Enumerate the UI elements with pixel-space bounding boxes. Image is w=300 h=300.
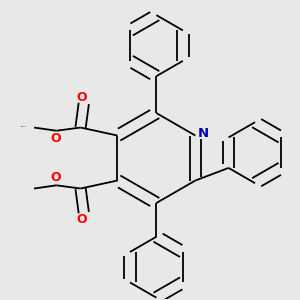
Text: O: O xyxy=(50,132,61,145)
Text: methoxy: methoxy xyxy=(21,126,28,127)
Text: O: O xyxy=(50,171,61,184)
Text: O: O xyxy=(77,213,88,226)
Text: O: O xyxy=(77,91,88,104)
Text: N: N xyxy=(198,128,209,140)
